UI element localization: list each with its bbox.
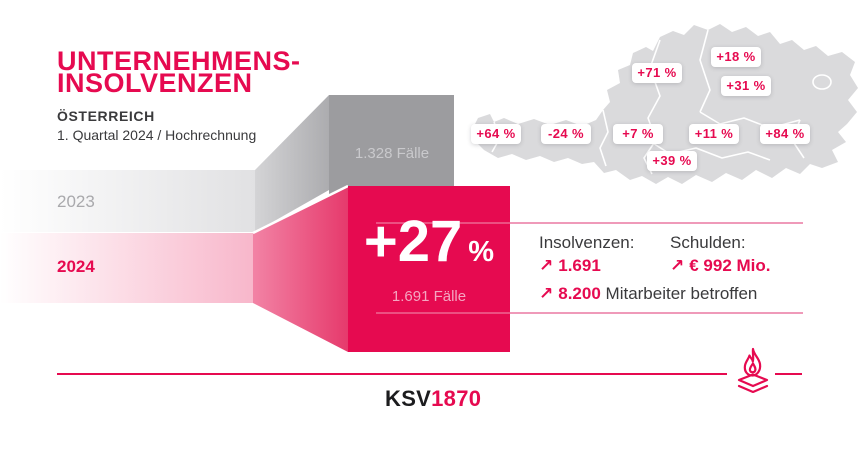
key-figures-panel: Insolvenzen: ↗ 1.691 Schulden: ↗ € 992 Mio…	[510, 223, 803, 313]
title-line-1: UNTERNEHMENS-	[57, 46, 301, 76]
header: UNTERNEHMENS- INSOLVENZEN ÖSTERREICH 1. …	[57, 46, 301, 144]
trend-up-icon: ↗	[670, 256, 685, 276]
mitarbeiter-number: 8.200	[558, 284, 601, 303]
schulden-value: ↗ € 992 Mio.	[670, 256, 771, 276]
map-change-badge: +84 %	[760, 124, 810, 144]
insolvenzen-value: ↗ 1.691	[539, 256, 601, 276]
bar-label-2024: 2024	[57, 257, 95, 276]
insolvenzen-label: Insolvenzen:	[539, 233, 635, 252]
trend-up-icon: ↗	[539, 256, 554, 276]
subtitle-region: ÖSTERREICH	[57, 108, 155, 124]
bar-label-2023: 2023	[57, 192, 95, 211]
map-change-badge: -24 %	[541, 124, 591, 144]
mitarbeiter-label: Mitarbeiter betroffen	[605, 284, 758, 303]
map-change-badge: +31 %	[721, 76, 771, 96]
map-change-badge: +71 %	[632, 63, 682, 83]
page-title: UNTERNEHMENS- INSOLVENZEN	[57, 46, 301, 98]
austria-outline	[472, 24, 858, 184]
bar-2023	[0, 170, 255, 232]
ksv1870-logo: KSV1870	[385, 386, 481, 412]
title-line-2: INSOLVENZEN	[57, 68, 253, 98]
footer-rule-left	[57, 373, 727, 375]
mitarbeiter-row: ↗ 8.200 Mitarbeiter betroffen	[539, 284, 757, 304]
change-percent-value: +27	[363, 209, 463, 274]
map-change-badge: +7 %	[613, 124, 663, 144]
map-change-badge: +39 %	[647, 151, 697, 171]
change-percent-badge: +27 %	[348, 212, 510, 282]
flame-layers-icon	[737, 347, 769, 393]
block-2024-front	[348, 186, 510, 352]
map-change-badge: +18 %	[711, 47, 761, 67]
austria-map: +71 % +18 % +31 % +64 % -24 % +7 % +11 %…	[470, 20, 860, 205]
insolvenzen-number: 1.691	[558, 256, 601, 275]
schulden-number: € 992 Mio.	[689, 256, 771, 275]
trend-up-icon: ↗	[539, 284, 554, 304]
bar-2024	[0, 233, 253, 303]
block-2024-side	[253, 186, 348, 352]
change-percent-unit: %	[468, 236, 495, 268]
map-change-badge: +11 %	[689, 124, 739, 144]
map-change-badge: +64 %	[471, 124, 521, 144]
austria-map-silhouette	[472, 24, 858, 184]
logo-prefix: KSV	[385, 386, 432, 411]
logo-suffix: 1870	[431, 386, 482, 411]
block-separator-line	[252, 184, 349, 235]
footer-rule-right	[775, 373, 802, 375]
schulden-label: Schulden:	[670, 233, 746, 252]
cases-label-2023: 1.328 Fälle	[354, 145, 430, 162]
subtitle-period: 1. Quartal 2024 / Hochrechnung	[57, 127, 257, 143]
cases-label-2024: 1.691 Fälle	[391, 288, 467, 305]
block-2023-side	[255, 95, 329, 232]
